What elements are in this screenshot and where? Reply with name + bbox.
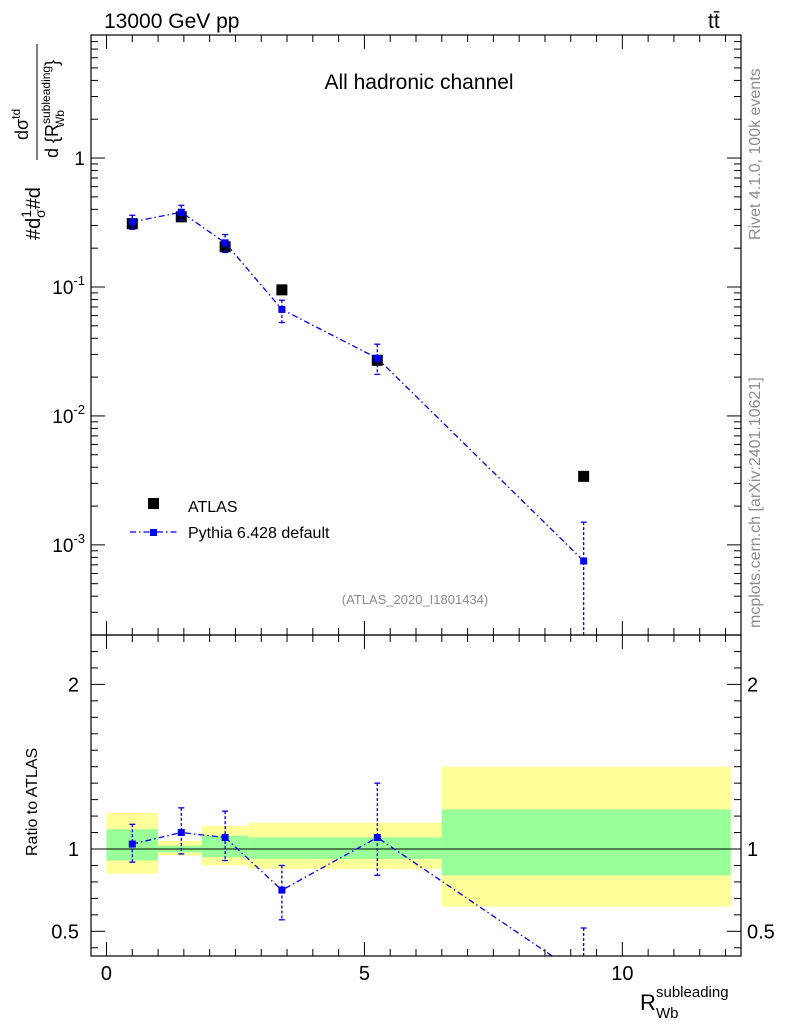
ratio-point (221, 833, 229, 841)
y-tick-label: 10-3 (52, 531, 85, 557)
main-frame (90, 34, 742, 636)
process-label: tt̄ (708, 10, 720, 33)
pythia-point (278, 305, 286, 313)
svg-text:dσtd: dσtd (9, 109, 32, 140)
ratio-tick-labels: 0.5 0.5 1 1 2 2 0 5 10 (51, 674, 775, 985)
main-series (126, 204, 590, 635)
ratio-bands (106, 766, 731, 907)
ratio-series-group (128, 782, 587, 981)
ratio-panel: 0.5 0.5 1 1 2 2 0 5 10 Ratio to ATLAS R subleadi… (24, 634, 775, 1022)
main-tick-labels: 10-3 10-2 10-1 1 (52, 149, 85, 557)
ratio-point (580, 974, 587, 981)
main-panel: 10-3 10-2 10-1 1 All hadronic channel (ATLA… (9, 34, 742, 636)
uncertainty-band-inner (248, 837, 442, 859)
pythia-line (132, 211, 585, 562)
ratio-ticks (91, 635, 741, 956)
ratio-y-tick-label-right: 1 (747, 839, 758, 861)
legend-atlas-label: ATLAS (188, 499, 238, 516)
legend: ATLAS Pythia 6.428 default (130, 498, 330, 542)
pythia-point (128, 218, 136, 226)
ratio-line (132, 831, 554, 956)
ratio-y-tick-label-right: 0.5 (747, 921, 775, 943)
ratio-y-tick-label: 0.5 (51, 921, 79, 943)
main-ylabel: #d1σ#d dσtd d {RsubleadingWb} (9, 44, 67, 240)
x-tick-label: 5 (359, 963, 370, 985)
atlas-point (578, 470, 590, 482)
ratio-xlabel: R subleading Wb (640, 984, 729, 1022)
pythia-point (373, 354, 381, 362)
ratio-ylabel: Ratio to ATLAS (24, 748, 41, 856)
ratio-y-tick-label: 1 (68, 839, 79, 861)
ratio-point (128, 840, 136, 848)
y-tick-label: 10-2 (52, 402, 85, 428)
ratio-y-tick-label-right: 2 (747, 674, 758, 696)
xlabel-main: R (640, 990, 656, 1015)
legend-pythia-marker (150, 529, 157, 536)
xlabel-sub: Wb (656, 1005, 679, 1022)
pythia-point (221, 239, 229, 247)
xlabel-sup: subleading (656, 984, 729, 1001)
ratio-point (177, 829, 185, 837)
rivet-label: Rivet 4.1.0, 100k events (747, 68, 764, 240)
x-tick-label: 10 (611, 963, 633, 985)
ratio-point (278, 886, 286, 894)
legend-pythia-label: Pythia 6.428 default (188, 525, 330, 542)
pythia-point (580, 557, 588, 565)
source-label: mcplots.cern.ch [arXiv:2401.10621] (747, 377, 764, 628)
y-tick-label: 10-1 (52, 273, 85, 299)
ratio-y-tick-label: 2 (68, 674, 79, 696)
y-tick-label: 1 (74, 149, 85, 170)
x-tick-label: 0 (101, 963, 112, 985)
ratio-point (373, 833, 381, 841)
energy-label: 13000 GeV pp (104, 10, 239, 33)
atlas-point (276, 284, 288, 296)
channel-title: All hadronic channel (324, 71, 513, 94)
pythia-point (177, 208, 185, 216)
analysis-label: (ATLAS_2020_I1801434) (342, 592, 488, 607)
uncertainty-band-inner (441, 809, 731, 876)
svg-text:#d1σ#d: #d1σ#d (18, 187, 48, 240)
svg-text:d {RsubleadingWb}: d {RsubleadingWb} (39, 60, 67, 158)
legend-atlas-marker (148, 498, 159, 509)
main-ticks (91, 34, 741, 636)
ratio-series (128, 782, 587, 981)
